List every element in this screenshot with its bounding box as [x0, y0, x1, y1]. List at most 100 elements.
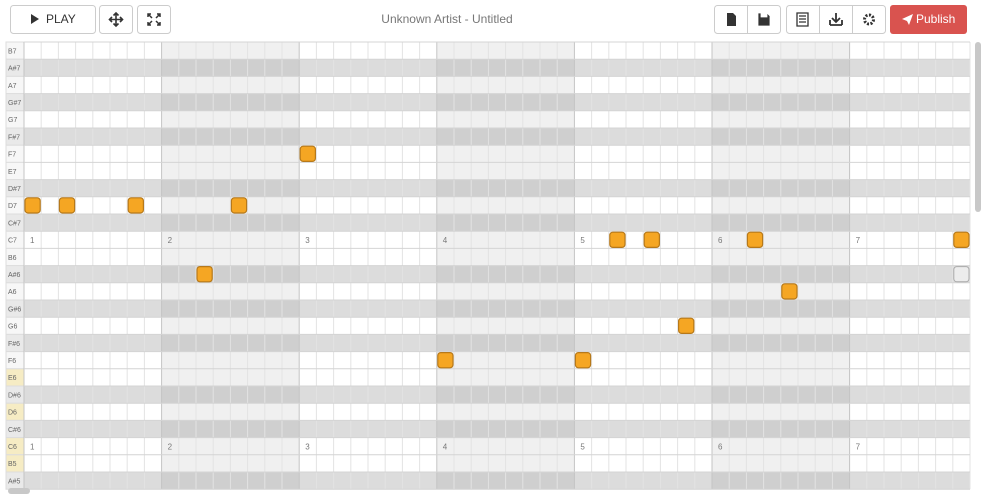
grid-row — [24, 42, 970, 60]
measure-number: 6 — [718, 236, 723, 245]
grid-row — [24, 265, 970, 283]
note — [196, 266, 213, 283]
grid-row — [24, 231, 970, 249]
note — [437, 352, 454, 369]
grid-row — [24, 110, 970, 128]
play-icon — [31, 14, 39, 24]
measure-number: 4 — [443, 236, 448, 245]
note — [953, 231, 970, 248]
key-label: A#5 — [8, 478, 21, 485]
grid-row — [24, 128, 970, 146]
grid-row — [24, 214, 970, 232]
grid-row — [24, 351, 970, 369]
publish-button[interactable] — [890, 5, 967, 34]
key-label: E6 — [8, 375, 17, 382]
song-title: Unknown Artist - Untitled — [381, 12, 512, 26]
play-label: PLAY — [46, 12, 76, 26]
measure-number: 6 — [718, 442, 723, 451]
note — [746, 231, 764, 248]
key-label: A7 — [8, 83, 17, 90]
key-label: A6 — [8, 289, 17, 296]
grid-row — [24, 454, 970, 472]
key-label: G7 — [8, 117, 17, 124]
measure-number: 7 — [856, 442, 861, 451]
grid-row — [24, 317, 970, 335]
note — [609, 231, 626, 248]
fullscreen-icon — [147, 13, 161, 26]
measure-number: 2 — [168, 442, 173, 451]
toolbar: PLAY Unknown Artist - Untitled Publish — [10, 5, 967, 34]
key-label: F#6 — [8, 341, 20, 348]
grid-row — [24, 179, 970, 197]
measure-number: 1 — [30, 442, 35, 451]
measure-number: 1 — [30, 236, 35, 245]
grid-row — [24, 472, 970, 490]
grid-row — [24, 145, 970, 163]
note — [781, 283, 798, 300]
note — [299, 145, 317, 162]
publish-icon — [902, 14, 913, 25]
measure-number: 2 — [168, 236, 173, 245]
key-label: D#6 — [8, 392, 21, 399]
grid-row — [24, 59, 970, 77]
grid-row — [24, 386, 970, 404]
horizontal-scrollbar[interactable] — [8, 488, 30, 494]
measure-number: 3 — [305, 442, 310, 451]
publish-label: Publish — [916, 12, 955, 26]
key-label: C#7 — [8, 220, 21, 227]
grid-row — [24, 403, 970, 421]
grid-row — [24, 282, 970, 300]
key-label: B5 — [8, 461, 17, 468]
export-icon — [829, 13, 843, 26]
note-ghost — [953, 266, 970, 283]
key-label: E7 — [8, 169, 17, 176]
play-button[interactable] — [10, 5, 96, 34]
key-label: B6 — [8, 255, 17, 262]
measure-number: 5 — [580, 236, 585, 245]
measure-number: 7 — [856, 236, 861, 245]
note — [24, 197, 41, 214]
grid-row — [24, 437, 970, 455]
key-label: A#6 — [8, 272, 21, 279]
key-label: G#7 — [8, 100, 21, 107]
note — [127, 197, 144, 214]
settings-icon — [863, 13, 875, 26]
key-label: D6 — [8, 410, 17, 417]
key-label: D#7 — [8, 186, 21, 193]
grid-row — [24, 93, 970, 111]
measure-number: 5 — [580, 442, 585, 451]
new-icon — [727, 13, 736, 26]
key-label: A#7 — [8, 66, 21, 73]
fullscreen-button[interactable] — [137, 5, 171, 34]
save-icon — [757, 12, 771, 27]
key-label: C#6 — [8, 427, 21, 434]
move-icon — [108, 11, 124, 28]
key-label: G6 — [8, 324, 17, 331]
measure-number: 3 — [305, 236, 310, 245]
note — [58, 197, 76, 214]
note — [677, 317, 695, 335]
grid-row — [24, 368, 970, 386]
vertical-scrollbar[interactable] — [975, 42, 981, 212]
grid-row — [24, 334, 970, 352]
key-label: F#7 — [8, 134, 20, 141]
grid-row — [24, 76, 970, 94]
key-label: C6 — [8, 444, 17, 451]
key-label: D7 — [8, 203, 17, 210]
grid-row — [24, 248, 970, 266]
measure-number: 4 — [443, 442, 448, 451]
key-label: G#6 — [8, 306, 21, 313]
note — [230, 197, 248, 214]
key-label: B7 — [8, 48, 17, 55]
key-label: C7 — [8, 238, 17, 245]
notes-icon — [796, 12, 809, 27]
note — [574, 352, 592, 369]
key-label: F6 — [8, 358, 16, 365]
grid-row — [24, 300, 970, 318]
note-grid: B7 A#7 A7 G#7 G7 F#7 F7 E7 D#7 D7 C#7 C7 B6 A#6 A6 G#6 G… — [5, 41, 971, 490]
grid-row — [24, 162, 970, 180]
key-label: F7 — [8, 152, 16, 159]
grid-row — [24, 420, 970, 438]
note — [643, 231, 661, 248]
